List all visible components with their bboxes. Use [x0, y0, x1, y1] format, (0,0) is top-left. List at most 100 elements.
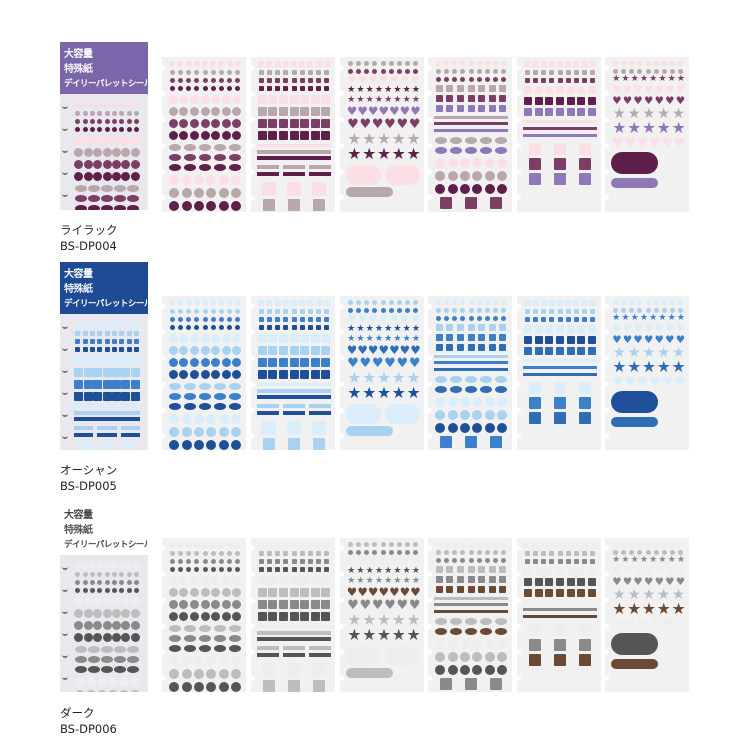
sticker: [221, 600, 231, 609]
sticker: [169, 61, 176, 67]
sticker: [573, 559, 579, 564]
sticker: [590, 309, 596, 314]
sticker: [396, 69, 402, 74]
sticker: [577, 589, 586, 597]
sticker: [324, 551, 330, 556]
sticker: [169, 201, 180, 211]
sticker: [257, 107, 267, 116]
sticker: [316, 325, 322, 330]
sticker: ♥: [644, 565, 654, 577]
sticker: ★: [656, 600, 671, 618]
sticker: [202, 542, 208, 548]
punch-hole: [162, 434, 166, 439]
sticker: [168, 588, 178, 597]
sticker: [443, 300, 449, 305]
sticker: [523, 120, 597, 123]
sticker: [446, 334, 454, 341]
sticker: [199, 645, 211, 652]
package-line2: 特殊紙: [64, 525, 93, 536]
sticker: [307, 300, 314, 306]
sticker: [89, 563, 96, 569]
sticker: [460, 69, 466, 74]
sticker: ★: [627, 587, 641, 603]
sticker: [678, 550, 684, 555]
sticker: [557, 78, 563, 83]
sticker: [169, 175, 180, 185]
sticker: [111, 136, 121, 145]
sticker: [540, 300, 547, 306]
sticker: [184, 393, 197, 400]
sticker: [102, 136, 112, 145]
sticker: ♥: [654, 565, 664, 577]
sticker: [312, 199, 325, 211]
sticker: [321, 131, 331, 140]
sticker: [372, 69, 378, 74]
sticker: [476, 77, 482, 82]
sticker: [479, 137, 492, 144]
sticker: [324, 559, 330, 564]
sticker: [488, 344, 496, 351]
sticker: ★: [676, 74, 686, 84]
sticker: [434, 610, 508, 613]
sticker: ★: [374, 576, 384, 586]
sticker: [493, 550, 499, 555]
sticker: [118, 563, 125, 569]
sticker: [291, 567, 297, 572]
sticker: [258, 542, 265, 548]
sticker: [291, 78, 297, 83]
sticker: [396, 300, 402, 305]
sticker: [82, 127, 88, 132]
sticker: [582, 309, 588, 314]
sticker: ♥: [410, 343, 421, 357]
sticker: [532, 61, 539, 67]
sticker: ♥: [396, 117, 409, 132]
sticker: [104, 347, 110, 352]
punch-hole: [340, 572, 344, 577]
sticker: [540, 542, 547, 548]
sticker: [307, 70, 313, 75]
sticker: ★: [402, 95, 411, 105]
sticker: [130, 633, 140, 642]
sticker: [380, 308, 386, 313]
sticker: [200, 600, 210, 609]
sticker: [168, 370, 178, 379]
sticker: [446, 324, 454, 331]
sticker: [168, 346, 178, 355]
sticker: [119, 339, 125, 344]
sticker: [118, 690, 129, 692]
sticker: [282, 300, 289, 306]
sticker: [232, 346, 242, 355]
sticker: [111, 572, 117, 577]
sticker: [291, 559, 297, 564]
sticker: [82, 588, 88, 593]
sticker: ★: [347, 626, 362, 644]
sticker: [104, 331, 110, 336]
sticker: [496, 652, 507, 662]
sticker: [258, 551, 264, 556]
package-line2: 特殊紙: [64, 284, 93, 295]
sticker: [89, 339, 95, 344]
sticker: [111, 160, 121, 169]
sticker: ♥: [410, 555, 421, 567]
sticker: ♥: [346, 343, 358, 357]
sticker: [177, 78, 183, 83]
sticker: [257, 358, 267, 367]
sticker: [89, 588, 95, 593]
sticker: [385, 404, 420, 424]
sticker: [581, 542, 588, 548]
sticker: [523, 373, 597, 376]
sticker: [300, 95, 310, 104]
sticker: [121, 609, 131, 618]
sticker: [310, 95, 320, 104]
sticker: ♥: [367, 104, 379, 118]
sticker: [468, 77, 474, 82]
sticker: [484, 171, 495, 181]
sticker: [202, 309, 208, 314]
sticker: [263, 680, 276, 692]
sticker: ♥: [654, 334, 664, 346]
sticker: [206, 427, 217, 437]
sticker: [300, 358, 310, 367]
punch-hole: [428, 65, 432, 70]
sticker: [74, 677, 85, 687]
sticker: [310, 107, 320, 116]
